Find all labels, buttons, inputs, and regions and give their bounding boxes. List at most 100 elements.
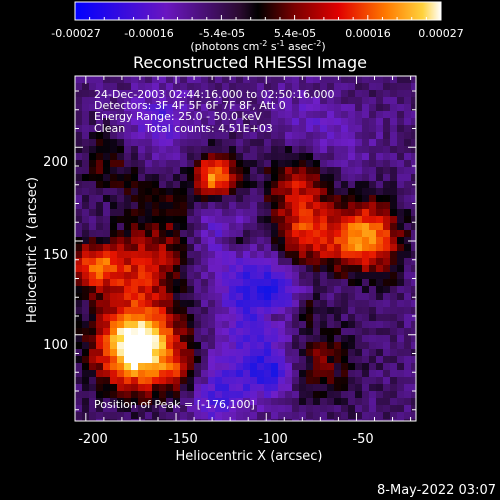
image-pixel — [327, 342, 335, 350]
image-pixel — [299, 216, 307, 224]
image-pixel — [250, 356, 258, 364]
image-pixel — [411, 174, 416, 182]
image-pixel — [159, 146, 167, 154]
image-pixel — [278, 307, 286, 315]
image-pixel — [313, 258, 321, 266]
image-pixel — [376, 251, 384, 259]
image-pixel — [229, 181, 237, 189]
image-pixel — [236, 195, 244, 203]
image-pixel — [243, 293, 251, 301]
image-pixel — [138, 286, 146, 294]
image-pixel — [390, 335, 398, 343]
image-pixel — [313, 216, 321, 224]
image-pixel — [278, 356, 286, 364]
image-pixel — [152, 370, 160, 378]
image-pixel — [82, 97, 90, 105]
image-pixel — [362, 188, 370, 196]
image-pixel — [96, 83, 104, 91]
image-pixel — [82, 83, 90, 91]
image-pixel — [376, 412, 384, 420]
image-pixel — [264, 335, 272, 343]
image-pixel — [187, 370, 195, 378]
image-pixel — [208, 230, 216, 238]
image-pixel — [285, 216, 293, 224]
image-pixel — [404, 83, 412, 91]
image-pixel — [278, 391, 286, 399]
image-pixel — [194, 118, 202, 126]
image-pixel — [278, 328, 286, 336]
image-pixel — [341, 83, 349, 91]
image-pixel — [292, 335, 300, 343]
image-pixel — [369, 363, 377, 371]
image-pixel — [166, 244, 174, 252]
image-pixel — [327, 118, 335, 126]
image-pixel — [278, 398, 286, 406]
image-pixel — [201, 181, 209, 189]
image-pixel — [299, 125, 307, 133]
image-pixel — [110, 90, 118, 98]
image-pixel — [159, 370, 167, 378]
image-pixel — [180, 286, 188, 294]
image-pixel — [285, 146, 293, 154]
image-pixel — [215, 251, 223, 259]
image-pixel — [103, 118, 111, 126]
image-pixel — [383, 125, 391, 133]
image-pixel — [369, 328, 377, 336]
image-pixel — [152, 97, 160, 105]
image-pixel — [306, 90, 314, 98]
image-pixel — [306, 76, 314, 84]
image-pixel — [390, 370, 398, 378]
image-pixel — [320, 223, 328, 231]
image-pixel — [180, 265, 188, 273]
image-pixel — [124, 398, 132, 406]
image-pixel — [278, 104, 286, 112]
image-pixel — [264, 279, 272, 287]
image-pixel — [215, 272, 223, 280]
image-pixel — [166, 265, 174, 273]
image-pixel — [299, 328, 307, 336]
image-pixel — [131, 195, 139, 203]
image-pixel — [96, 391, 104, 399]
image-pixel — [180, 76, 188, 84]
image-pixel — [229, 216, 237, 224]
image-pixel — [250, 286, 258, 294]
image-pixel — [145, 328, 153, 336]
image-pixel — [159, 286, 167, 294]
image-pixel — [82, 342, 90, 350]
image-pixel — [355, 321, 363, 329]
image-pixel — [250, 328, 258, 336]
image-pixel — [229, 146, 237, 154]
image-pixel — [369, 300, 377, 308]
image-pixel — [313, 321, 321, 329]
image-pixel — [215, 293, 223, 301]
image-pixel — [82, 167, 90, 175]
image-pixel — [327, 188, 335, 196]
image-pixel — [145, 181, 153, 189]
image-pixel — [215, 181, 223, 189]
image-pixel — [327, 209, 335, 217]
image-pixel — [250, 363, 258, 371]
image-pixel — [103, 202, 111, 210]
image-pixel — [341, 356, 349, 364]
image-pixel — [82, 328, 90, 336]
image-pixel — [117, 174, 125, 182]
image-pixel — [173, 104, 181, 112]
image-pixel — [222, 118, 230, 126]
image-pixel — [215, 258, 223, 266]
image-pixel — [159, 391, 167, 399]
image-pixel — [334, 300, 342, 308]
image-pixel — [117, 279, 125, 287]
image-pixel — [103, 251, 111, 259]
image-pixel — [257, 139, 265, 147]
image-pixel — [222, 223, 230, 231]
image-pixel — [271, 76, 279, 84]
image-pixel — [89, 307, 97, 315]
image-pixel — [96, 342, 104, 350]
image-pixel — [145, 272, 153, 280]
image-pixel — [215, 335, 223, 343]
image-pixel — [96, 118, 104, 126]
image-pixel — [222, 97, 230, 105]
image-pixel — [215, 349, 223, 357]
image-pixel — [173, 181, 181, 189]
image-pixel — [292, 391, 300, 399]
